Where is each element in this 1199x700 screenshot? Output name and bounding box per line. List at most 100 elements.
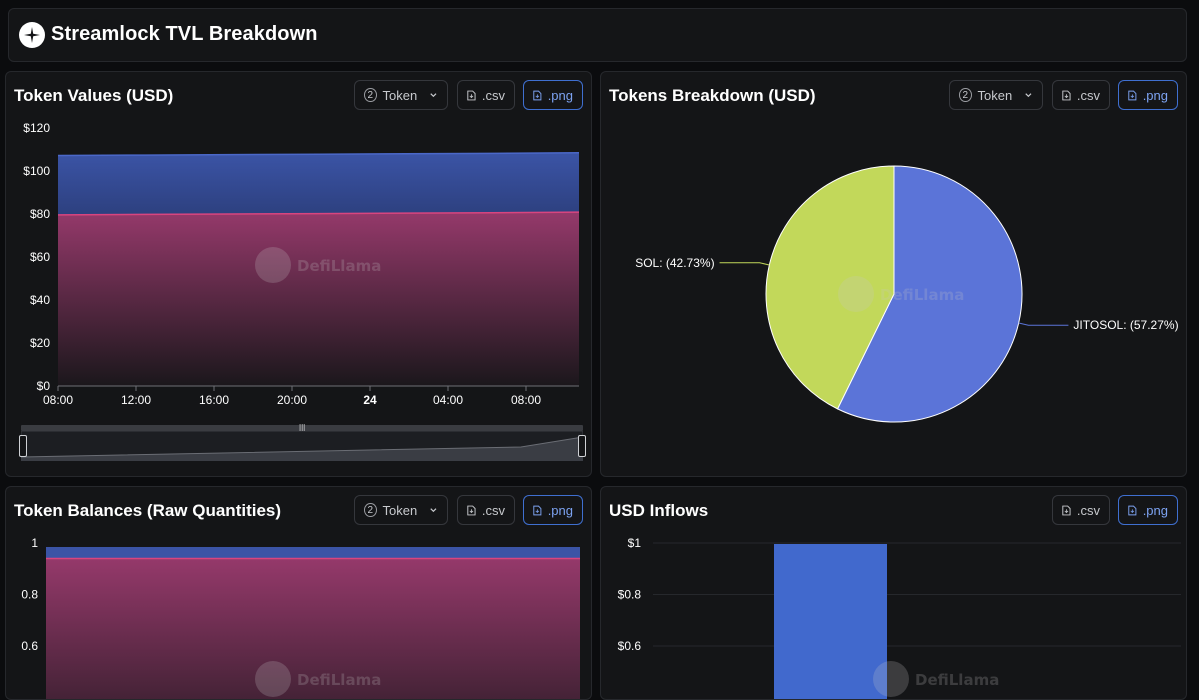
png-download-button[interactable]: .png: [1118, 80, 1178, 110]
png-download-button[interactable]: .png: [523, 80, 583, 110]
token-select-label: Token: [977, 87, 1013, 103]
token-balances-chart: 0.6 0.8 1 DefiLlama: [21, 536, 580, 699]
y-tick-label: $20: [30, 336, 50, 350]
token-select-button[interactable]: 2 Token: [354, 495, 448, 525]
png-label: .png: [547, 502, 573, 518]
series-area: [58, 152, 579, 215]
token-values-chart: $0 $20 $40 $60 $80 $100 $120 08:00 12:00 16:00 20:…: [23, 121, 580, 407]
csv-label: .csv: [481, 502, 505, 518]
file-icon: [1128, 505, 1137, 515]
token-select-button[interactable]: 2 Token: [354, 80, 448, 110]
usd-inflows-panel: USD Inflows .csv .png $0.6 $0.8 $1 DefiLlam…: [600, 486, 1187, 700]
file-icon: [533, 90, 542, 100]
llama-logo-icon: [255, 661, 291, 697]
token-count-badge: 2: [959, 88, 972, 102]
slider-grip-icon[interactable]: |||: [299, 423, 306, 432]
panel-title: Token Values (USD): [14, 86, 174, 105]
panel-title: Token Balances (Raw Quantities): [14, 501, 282, 520]
slider-top-bar[interactable]: [21, 425, 583, 431]
token-balances-panel: Token Balances (Raw Quantities) 2 Token …: [5, 486, 592, 700]
pie-slice: [836, 165, 1023, 423]
watermark: DefiLlama: [255, 661, 381, 697]
pie-leader-line: [1018, 322, 1069, 326]
file-icon: [1128, 90, 1137, 100]
token-select-label: Token: [382, 502, 418, 518]
csv-label: .csv: [1076, 502, 1100, 518]
series-area: [58, 212, 579, 386]
watermark-text: DefiLlama: [297, 671, 381, 689]
png-download-button[interactable]: .png: [523, 495, 583, 525]
y-tick-label: $0.6: [618, 639, 642, 653]
file-icon: [467, 90, 476, 100]
sparkle-icon: [19, 22, 45, 48]
usd-inflows-chart: $0.6 $0.8 $1 DefiLlama: [618, 536, 1181, 699]
x-tick-label: 20:00: [277, 393, 307, 407]
png-label: .png: [1142, 87, 1168, 103]
png-download-button[interactable]: .png: [1118, 495, 1178, 525]
series-line: [57, 151, 580, 157]
y-tick-label: $120: [23, 121, 50, 135]
x-tick-label: 08:00: [43, 393, 73, 407]
y-tick-label: $80: [30, 207, 50, 221]
panel-title: USD Inflows: [609, 501, 709, 520]
tokens-breakdown-pie: JITOSOL: (57.27%) SOL: (42.73%) DefiLlama: [635, 165, 1179, 423]
file-icon: [1062, 505, 1071, 515]
csv-download-button[interactable]: .csv: [1052, 80, 1110, 110]
panel-title: Tokens Breakdown (USD): [609, 86, 816, 105]
series-area: [46, 547, 580, 559]
y-tick-label: 1: [31, 536, 38, 550]
x-tick-label: 04:00: [433, 393, 463, 407]
watermark: DefiLlama: [873, 661, 999, 697]
y-tick-label: $40: [30, 293, 50, 307]
x-tick-label: 24: [363, 393, 377, 407]
watermark-text: DefiLlama: [915, 671, 999, 689]
watermark-text: DefiLlama: [880, 286, 964, 304]
x-tick-label: 16:00: [199, 393, 229, 407]
pie-slice-label: SOL: (42.73%): [635, 256, 714, 270]
token-select-label: Token: [382, 87, 418, 103]
watermark: DefiLlama: [255, 247, 381, 283]
pie-slice: [765, 165, 895, 410]
x-tick-label: 12:00: [121, 393, 151, 407]
file-icon: [1062, 90, 1071, 100]
tokens-breakdown-panel: Tokens Breakdown (USD) 2 Token .csv .png…: [600, 71, 1187, 477]
pie-slice-label: JITOSOL: (57.27%): [1073, 318, 1178, 332]
csv-download-button[interactable]: .csv: [1052, 495, 1110, 525]
slider-track[interactable]: [21, 431, 583, 461]
chevron-down-icon: [430, 93, 437, 98]
series-line: [57, 211, 580, 216]
y-tick-label: $100: [23, 164, 50, 178]
page-header: Streamlock TVL Breakdown: [8, 8, 1187, 62]
x-tick-label: 08:00: [511, 393, 541, 407]
csv-download-button[interactable]: .csv: [457, 80, 515, 110]
y-tick-label: 0.6: [21, 639, 38, 653]
slider-handle-left[interactable]: [19, 435, 27, 457]
y-tick-label: $0.8: [618, 588, 642, 602]
y-tick-label: $60: [30, 250, 50, 264]
token-values-panel: Token Values (USD) 2 Token .csv .png $0 $…: [5, 71, 592, 477]
file-icon: [533, 505, 542, 515]
png-label: .png: [1142, 502, 1168, 518]
llama-logo-icon: [873, 661, 909, 697]
slider-handle-right[interactable]: [578, 435, 586, 457]
token-select-button[interactable]: 2 Token: [949, 80, 1043, 110]
csv-download-button[interactable]: .csv: [457, 495, 515, 525]
y-tick-label: $1: [628, 536, 642, 550]
y-tick-label: 0.8: [21, 588, 38, 602]
chevron-down-icon: [430, 508, 437, 513]
watermark-text: DefiLlama: [297, 257, 381, 275]
csv-label: .csv: [481, 87, 505, 103]
pie-leader-line: [719, 262, 770, 266]
series-area: [46, 558, 580, 699]
bar: [774, 544, 887, 699]
token-count-badge: 2: [364, 88, 377, 102]
token-count-badge: 2: [364, 503, 377, 517]
y-tick-label: $0: [37, 379, 51, 393]
time-range-slider[interactable]: |||: [19, 423, 586, 461]
watermark: DefiLlama: [838, 276, 964, 312]
llama-logo-icon: [255, 247, 291, 283]
csv-label: .csv: [1076, 87, 1100, 103]
file-icon: [467, 505, 476, 515]
llama-logo-icon: [838, 276, 874, 312]
chevron-down-icon: [1025, 93, 1032, 98]
